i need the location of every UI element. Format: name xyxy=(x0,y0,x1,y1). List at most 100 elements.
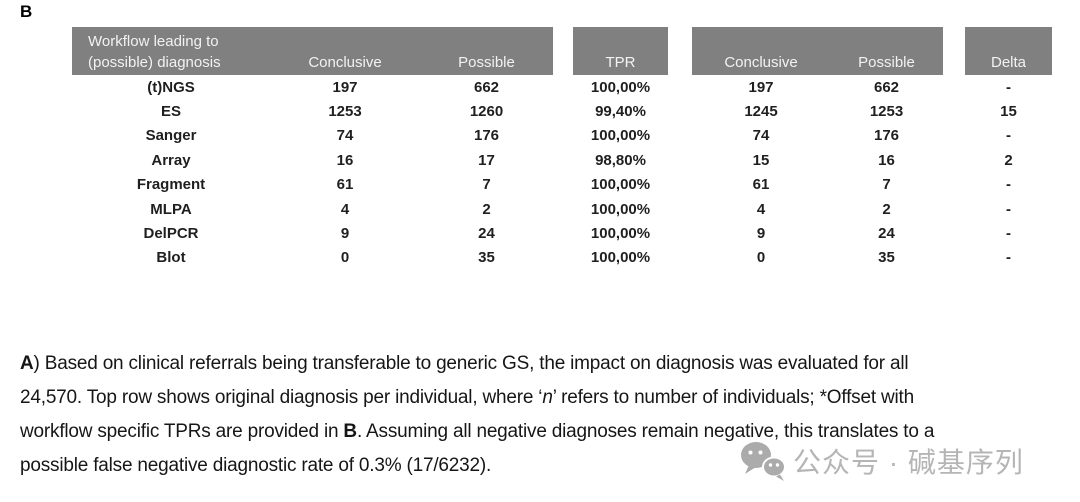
table-row: (t)NGS 197 662 100,00% 197 662 - xyxy=(72,75,1052,99)
column-gap xyxy=(553,221,573,245)
column-gap xyxy=(553,99,573,123)
watermark-text: 公众号 · 碱基序列 xyxy=(793,447,1024,478)
caption-line: workflow specific TPRs are provided in B… xyxy=(20,421,935,442)
table-cell: - xyxy=(1006,200,1011,218)
column-gap xyxy=(553,173,573,197)
column-gap xyxy=(668,197,692,221)
column-gap xyxy=(943,75,965,99)
header-conclusive-left: Conclusive xyxy=(270,27,420,75)
caption-line: possible false negative diagnostic rate … xyxy=(20,455,492,476)
table-cell: - xyxy=(1006,249,1011,267)
column-gap xyxy=(943,221,965,245)
table-cell: 15 xyxy=(752,151,770,169)
table-cell: Sanger xyxy=(145,127,197,145)
table-cell: 35 xyxy=(478,249,495,267)
table-cell: 16 xyxy=(878,151,895,169)
table-cell: 61 xyxy=(752,176,770,194)
table-cell: 7 xyxy=(482,176,491,194)
table-row: Array 16 17 98,80% 15 16 2 xyxy=(72,148,1052,172)
results-table: Workflow leading to (possible) diagnosis… xyxy=(72,27,1052,270)
table-cell: 24 xyxy=(878,225,895,243)
table-cell: 100,00% xyxy=(590,225,651,243)
table-cell: 176 xyxy=(873,127,900,145)
table-cell: 99,40% xyxy=(595,103,646,121)
column-gap xyxy=(553,124,573,148)
table-cell: 15 xyxy=(1000,103,1017,121)
header-workflow: Workflow leading to (possible) diagnosis xyxy=(72,27,270,75)
column-gap xyxy=(668,124,692,148)
panel-label: B xyxy=(20,2,33,21)
figure-caption: A) Based on clinical referrals being tra… xyxy=(20,347,1076,483)
table-cell: - xyxy=(1006,225,1011,243)
table-cell: 2 xyxy=(882,200,891,218)
table-cell: 74 xyxy=(752,127,770,145)
table-cell: 9 xyxy=(340,225,350,243)
header-conclusive-right: Conclusive xyxy=(692,27,830,75)
wechat-icon xyxy=(741,442,786,481)
caption-line: 24,570. Top row shows original diagnosis… xyxy=(20,387,914,408)
table-cell: 4 xyxy=(340,200,350,218)
column-gap xyxy=(943,197,965,221)
table-cell: 100,00% xyxy=(590,249,651,267)
table-row: MLPA 4 2 100,00% 4 2 - xyxy=(72,197,1052,221)
table-row: Sanger 74 176 100,00% 74 176 - xyxy=(72,124,1052,148)
table-cell: - xyxy=(1006,78,1011,96)
column-gap xyxy=(553,197,573,221)
table-cell: - xyxy=(1006,176,1011,194)
column-gap xyxy=(943,173,965,197)
column-gap xyxy=(668,173,692,197)
header-delta: Delta xyxy=(965,27,1052,75)
watermark: 公众号 · 碱基序列 xyxy=(740,441,1024,481)
table-cell: 7 xyxy=(882,176,891,194)
column-gap xyxy=(553,148,573,172)
column-gap xyxy=(668,27,692,75)
table-cell: 1260 xyxy=(469,103,504,121)
header-workflow-line2: (possible) diagnosis xyxy=(88,54,221,71)
table-row: DelPCR 9 24 100,00% 9 24 - xyxy=(72,221,1052,245)
header-workflow-line1: Workflow leading to xyxy=(88,33,219,50)
table-cell: Blot xyxy=(156,249,186,267)
table-cell: 16 xyxy=(336,151,354,169)
column-gap xyxy=(553,75,573,99)
table-cell: 197 xyxy=(748,78,774,96)
table-cell: 1253 xyxy=(328,103,362,121)
table-cell: 176 xyxy=(473,127,500,145)
table-cell: 1253 xyxy=(869,103,904,121)
column-gap xyxy=(943,27,965,75)
table-cell: 662 xyxy=(473,78,500,96)
header-possible-right: Possible xyxy=(830,27,943,75)
table-cell: 100,00% xyxy=(590,127,651,145)
column-gap xyxy=(943,246,965,270)
table-cell: 100,00% xyxy=(590,176,651,194)
table-cell: 0 xyxy=(756,249,766,267)
table-cell: 24 xyxy=(478,225,495,243)
table-header: Workflow leading to (possible) diagnosis… xyxy=(72,27,1052,75)
table-cell: 74 xyxy=(336,127,354,145)
table-cell: 100,00% xyxy=(590,200,651,218)
column-gap xyxy=(943,99,965,123)
table-cell: 4 xyxy=(756,200,766,218)
column-gap xyxy=(668,221,692,245)
header-possible-left: Possible xyxy=(420,27,553,75)
column-gap xyxy=(553,246,573,270)
caption-line: A) Based on clinical referrals being tra… xyxy=(20,353,909,374)
table-cell: 2 xyxy=(1004,151,1013,169)
table-cell: (t)NGS xyxy=(147,78,195,96)
table-row: Fragment 61 7 100,00% 61 7 - xyxy=(72,173,1052,197)
table-row: ES 1253 1260 99,40% 1245 1253 15 xyxy=(72,99,1052,123)
table-cell: - xyxy=(1006,127,1011,145)
table-body: (t)NGS 197 662 100,00% 197 662 - ES 1253 1260 99,4… xyxy=(72,75,1052,270)
table-cell: 2 xyxy=(482,200,491,218)
table-cell: 98,80% xyxy=(595,151,646,169)
table-cell: 35 xyxy=(878,249,895,267)
table-cell: Fragment xyxy=(136,176,206,194)
table-cell: 100,00% xyxy=(590,78,651,96)
column-gap xyxy=(668,99,692,123)
table-cell: 61 xyxy=(336,176,354,194)
column-gap xyxy=(943,148,965,172)
column-gap xyxy=(943,124,965,148)
table-cell: Array xyxy=(151,151,191,169)
table-row: Blot 0 35 100,00% 0 35 - xyxy=(72,246,1052,270)
column-gap xyxy=(553,27,573,75)
table-cell: 662 xyxy=(873,78,900,96)
